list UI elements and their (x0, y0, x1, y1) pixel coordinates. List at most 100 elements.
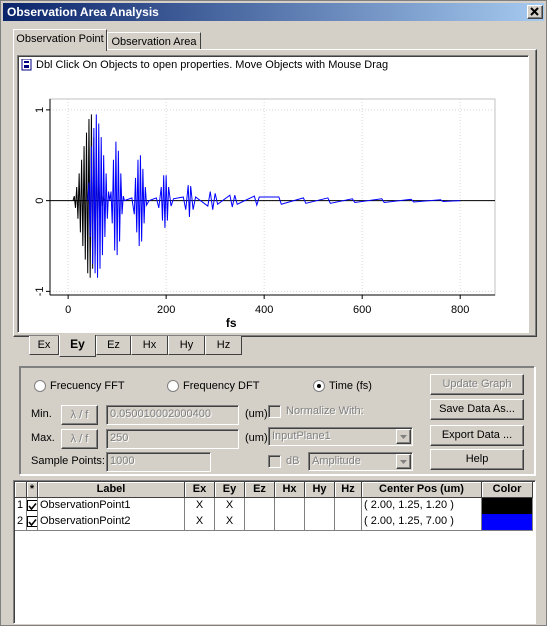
button[interactable]: Help (430, 449, 524, 470)
header-cell: Hy (305, 482, 335, 498)
table-cell (275, 514, 305, 531)
table-cell (305, 498, 335, 515)
amplitude-select[interactable]: Amplitude (308, 452, 413, 471)
button-label: λ / f (70, 433, 89, 445)
y-tick-label: -1 (34, 286, 46, 296)
table-cell: ObservationPoint1 (38, 498, 185, 515)
header-cell: Center Pos (um) (362, 482, 482, 498)
header-cell: Ez (245, 482, 275, 498)
plane-select[interactable]: InputPlane1 (268, 427, 413, 446)
button[interactable]: Export Data ... (430, 425, 524, 446)
input-value: 250 (110, 432, 129, 444)
tab-active[interactable]: Observation Point (13, 29, 107, 51)
radio-label: Time (fs) (329, 380, 372, 392)
button[interactable]: Save Data As... (430, 399, 524, 420)
button-label: Save Data As... (439, 403, 515, 415)
dropdown-arrow (396, 429, 411, 444)
button[interactable]: Update Graph (430, 374, 524, 395)
table-cell: X (185, 498, 215, 515)
table-cell (245, 498, 275, 515)
arrow-icon (400, 435, 407, 439)
button-label: Help (465, 453, 489, 465)
button-label: λ / f (70, 409, 89, 421)
max-lambda-button[interactable]: λ / f (61, 429, 98, 449)
input-value: 1000 (110, 455, 135, 467)
radio-button[interactable] (34, 380, 46, 392)
radio-label: Frecuency FFT (50, 380, 125, 392)
tab-label: Observation Point (16, 33, 104, 45)
header-cell: * (27, 482, 38, 498)
y-tick-label: 1 (34, 107, 46, 113)
close-icon (530, 7, 539, 16)
sample-label: Sample Points: (31, 455, 105, 467)
table-cell (27, 498, 38, 515)
header-cell: Hz (335, 482, 362, 498)
x-tick-label: 600 (353, 304, 371, 316)
graph-box: Dbl Click On Objects to open properties.… (17, 55, 529, 333)
close-button[interactable] (527, 5, 543, 19)
hint-text: Dbl Click On Objects to open properties.… (36, 59, 389, 71)
header-cell: Color (482, 482, 533, 498)
field-tab[interactable]: Ez (96, 336, 131, 355)
max-label: Max. (31, 432, 55, 444)
normalize-label: Normalize With: (286, 405, 364, 417)
field-tab-active[interactable]: Ey (59, 335, 96, 357)
min-input[interactable]: 0.050010002000400 (106, 405, 239, 425)
row-checkbox[interactable] (27, 516, 37, 527)
tab-label: Hx (142, 339, 157, 351)
table-cell: X (185, 514, 215, 531)
table-cell: X (215, 514, 245, 531)
tab-label: Observation Area (111, 36, 197, 48)
table-cell: X (215, 498, 245, 515)
row-checkbox[interactable] (27, 500, 37, 511)
field-tab[interactable]: Hy (168, 336, 205, 355)
field-tab[interactable]: Hx (131, 336, 168, 355)
radio-button[interactable] (313, 380, 325, 392)
table-cell: 2 (15, 514, 27, 531)
tab-label: Ez (107, 339, 120, 351)
table-cell (482, 514, 533, 531)
tab-label: Ex (37, 339, 51, 351)
max-input[interactable]: 250 (106, 429, 239, 449)
field-tab[interactable]: Ex (29, 336, 59, 355)
table-cell (275, 498, 305, 515)
x-tick-label: 400 (255, 304, 273, 316)
tab[interactable]: Observation Area (107, 32, 201, 52)
db-checkbox[interactable] (268, 455, 281, 468)
button-label: Update Graph (442, 378, 512, 390)
hint-icon (21, 59, 32, 71)
radio-dot (317, 384, 321, 388)
title-bar: Observation Area Analysis (3, 3, 544, 21)
window-title: Observation Area Analysis (7, 5, 159, 19)
table-cell (482, 498, 533, 515)
options-group (19, 366, 535, 475)
tab-label: Hy (179, 339, 194, 351)
dropdown-arrow (396, 454, 411, 469)
tab-label: Hz (216, 339, 231, 351)
sample-input[interactable]: 1000 (106, 452, 211, 472)
table-cell (335, 514, 362, 531)
button-label: Export Data ... (441, 429, 513, 441)
field-tab[interactable]: Hz (205, 336, 242, 355)
y-tick-label: 0 (34, 198, 46, 204)
header-cell: Hx (275, 482, 305, 498)
normalize-checkbox[interactable] (268, 405, 281, 418)
header-cell: Ex (185, 482, 215, 498)
select-value: Amplitude (312, 455, 361, 467)
tab-label: Ey (70, 337, 85, 351)
x-tick-label: 800 (451, 304, 469, 316)
arrow-icon (400, 460, 407, 464)
header-cell: Label (38, 482, 185, 498)
min-lambda-button[interactable]: λ / f (61, 405, 98, 425)
max-unit: (um) (245, 432, 268, 444)
radio-button[interactable] (167, 380, 179, 392)
db-label: dB (286, 455, 300, 467)
table-cell: 1 (15, 498, 27, 515)
table-cell (305, 514, 335, 531)
check-icon (28, 518, 37, 527)
select-value: InputPlane1 (272, 430, 331, 442)
series-line (87, 114, 461, 278)
table-cell: ( 2.00, 1.25, 7.00 ) (362, 514, 482, 531)
table-cell: ObservationPoint2 (38, 514, 185, 531)
header-cell (15, 482, 27, 498)
